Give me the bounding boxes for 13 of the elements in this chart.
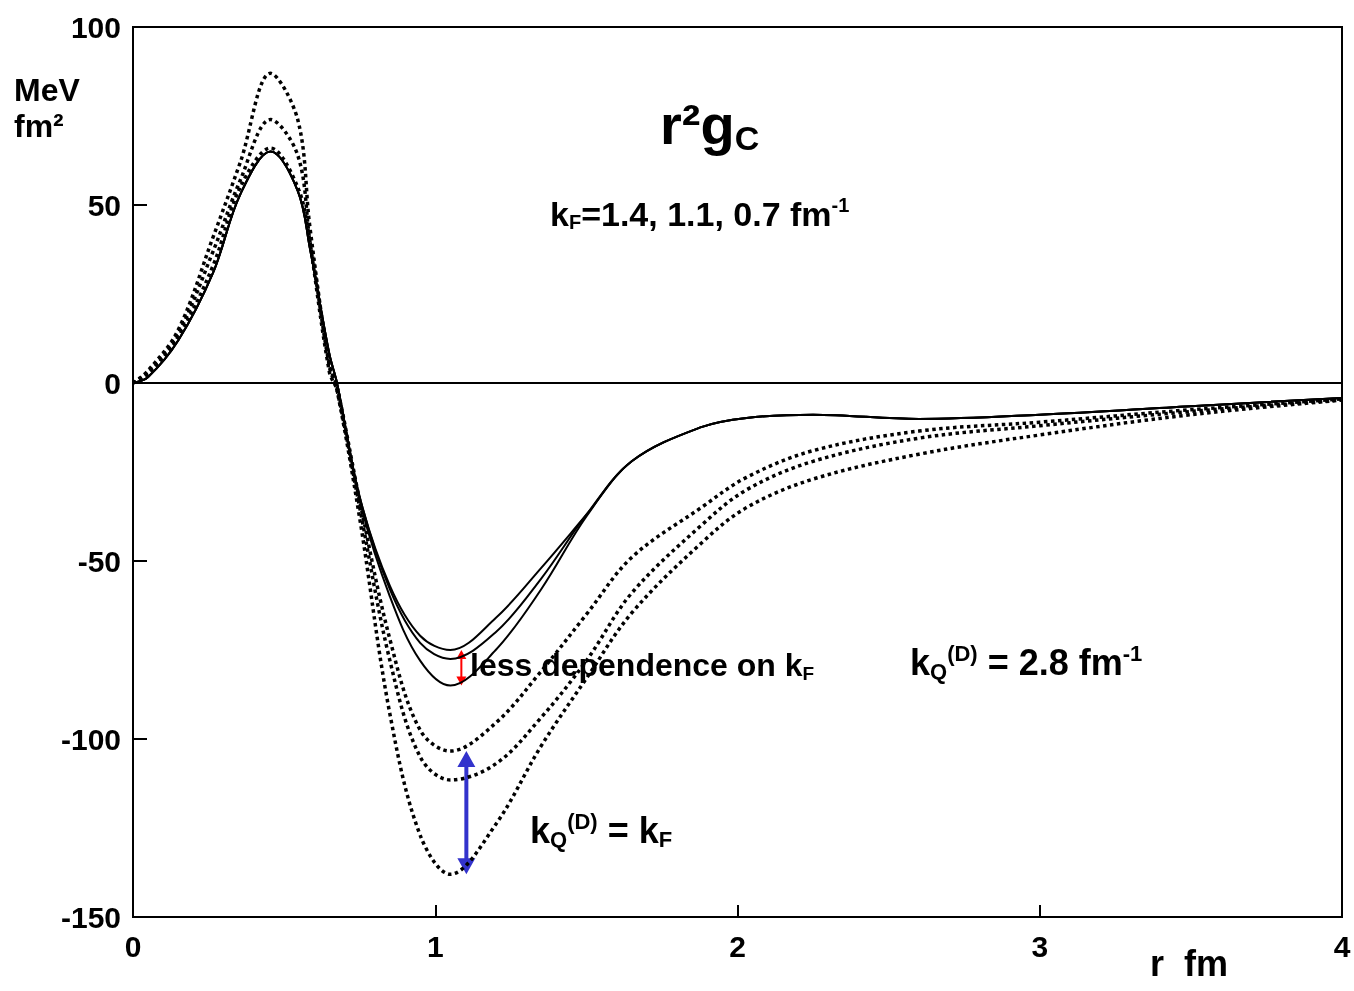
y-tick-label: -150 bbox=[60, 900, 121, 934]
x-tick-label: 0 bbox=[124, 929, 142, 963]
y-tick-label: 50 bbox=[87, 188, 121, 222]
y-tick-label: -50 bbox=[77, 544, 121, 578]
x-tick-label: 4 bbox=[1333, 929, 1351, 963]
y-tick-label: -100 bbox=[60, 722, 121, 756]
y-tick-label: 0 bbox=[104, 366, 121, 400]
y-axis-title: MeV fm² bbox=[14, 72, 81, 144]
y-tick-label: 100 bbox=[70, 10, 121, 44]
x-tick-label: 1 bbox=[426, 929, 444, 963]
x-tick-label: 2 bbox=[729, 929, 746, 963]
x-axis-title: r fm bbox=[1150, 942, 1229, 984]
x-tick-label: 3 bbox=[1031, 929, 1049, 963]
